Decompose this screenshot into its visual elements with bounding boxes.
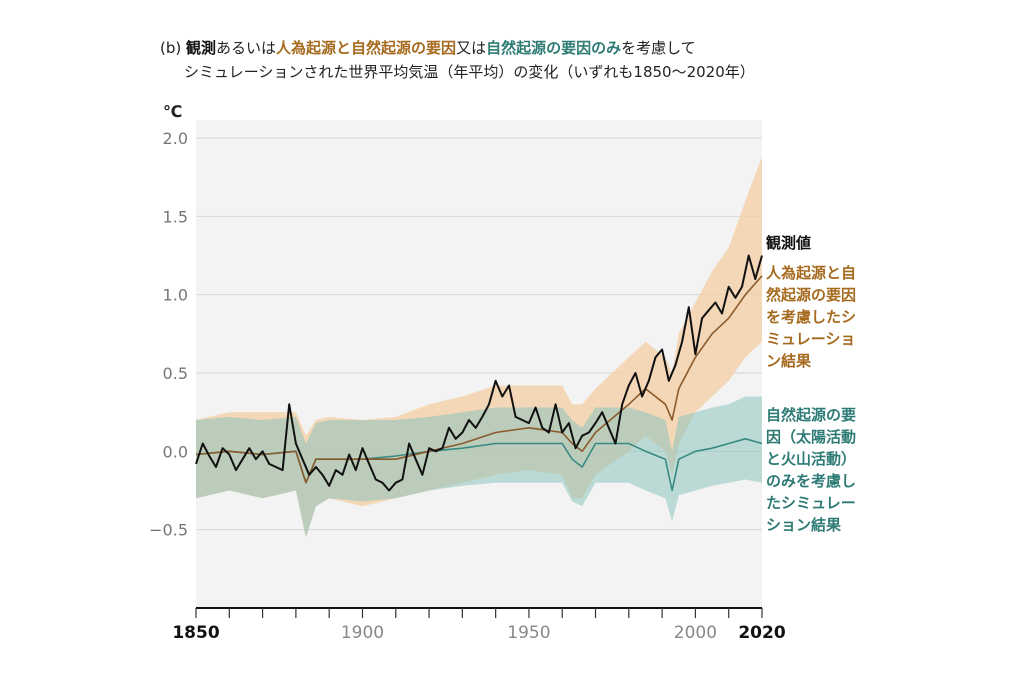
- series-label-natural-only: 因（太陽活動: [766, 428, 856, 446]
- x-tick-label: 2020: [738, 623, 785, 643]
- series-label-natural-only: のみを考慮し: [766, 472, 856, 490]
- series-label-anthropogenic-natural: を考慮したシ: [766, 308, 856, 326]
- series-label-anthropogenic-natural: 然起源の要因: [766, 286, 856, 304]
- y-tick-label: 1.5: [163, 207, 188, 226]
- natural-only-range-band: [196, 396, 762, 538]
- y-tick-label: 0.5: [163, 364, 188, 383]
- title-line-2: シミュレーションされた世界平均気温（年平均）の変化（いずれも1850～2020年…: [184, 63, 755, 81]
- y-tick-label: 1.0: [163, 286, 188, 305]
- title-text-3: を考慮して: [621, 39, 696, 57]
- title-text-1: あるいは: [216, 39, 277, 57]
- series-label-anthropogenic-natural: 人為起源と自: [766, 264, 856, 282]
- series-label-natural-only: 自然起源の要: [766, 406, 856, 424]
- title-observed: 観測: [186, 39, 217, 57]
- y-unit-label: ℃: [163, 102, 182, 121]
- title-anthropogenic: 人為起源と自然起源の要因: [276, 39, 457, 57]
- series-label-anthropogenic-natural: ン結果: [766, 352, 812, 370]
- y-tick-label: −0.5: [149, 521, 188, 540]
- y-tick-label: 0.0: [163, 442, 188, 461]
- series-label-natural-only: と火山活動）: [766, 450, 856, 468]
- x-tick-label: 1950: [507, 623, 550, 643]
- observed-series-line: [195, 254, 763, 492]
- series-label-observed: 観測値: [766, 234, 811, 252]
- y-tick-label: 2.0: [163, 129, 188, 148]
- series-label-natural-only: ション結果: [766, 516, 842, 534]
- title-prefix: (b): [160, 39, 182, 57]
- x-tick-label: 1900: [341, 623, 384, 643]
- series-label-anthropogenic-natural: ミュレーショ: [766, 330, 855, 348]
- title-natural: 自然起源の要因のみ: [486, 39, 622, 57]
- chart-title: (b) 観測あるいは人為起源と自然起源の要因又は自然起源の要因のみを考慮して シ…: [160, 36, 755, 84]
- title-text-2: 又は: [456, 39, 487, 57]
- series-label-natural-only: たシミュレー: [766, 494, 856, 512]
- x-tick-label: 1850: [172, 623, 219, 643]
- x-tick-label: 2000: [674, 623, 717, 643]
